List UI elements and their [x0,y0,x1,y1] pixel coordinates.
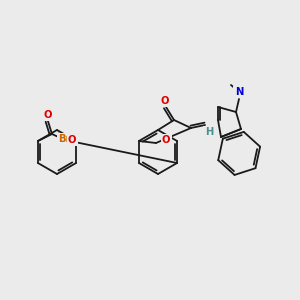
Text: O: O [162,135,170,145]
Text: N: N [235,87,243,97]
Text: Br: Br [58,134,71,144]
Text: O: O [68,135,76,145]
Text: H: H [205,127,213,137]
Text: O: O [44,110,52,120]
Text: O: O [161,96,169,106]
